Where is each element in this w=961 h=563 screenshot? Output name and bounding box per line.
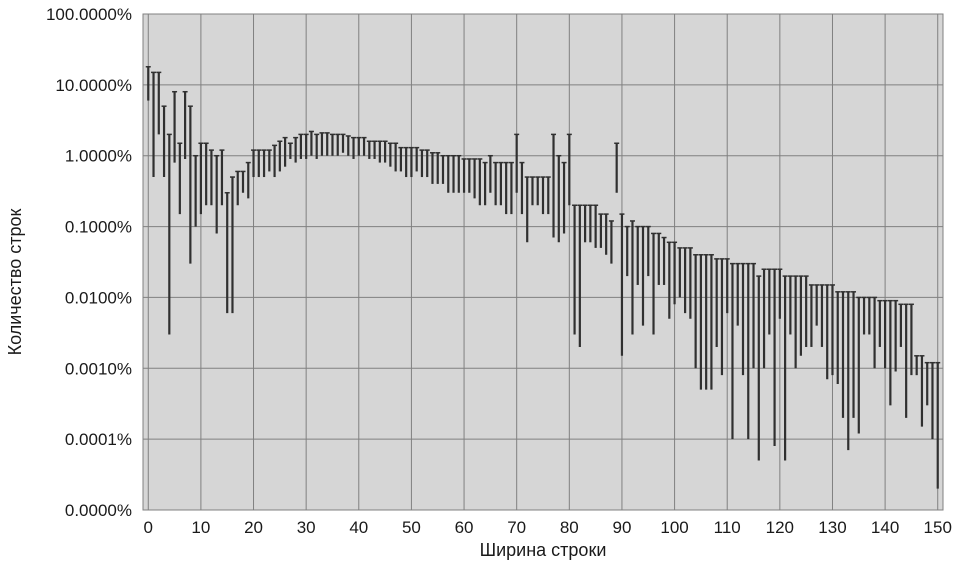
x-tick-label: 140 xyxy=(871,518,899,537)
x-tick-label: 100 xyxy=(660,518,688,537)
x-tick-label: 80 xyxy=(560,518,579,537)
plot-area xyxy=(142,13,944,511)
x-tick-label: 130 xyxy=(818,518,846,537)
x-tick-label: 110 xyxy=(714,518,741,537)
y-tick-label: 0.0000% xyxy=(65,501,132,520)
x-tick-label: 20 xyxy=(244,518,263,537)
y-tick-label: 0.0001% xyxy=(65,430,132,449)
y-tick-label: 10.0000% xyxy=(55,76,132,95)
x-tick-label: 90 xyxy=(612,518,631,537)
x-tick-label: 70 xyxy=(507,518,526,537)
y-axis-title: Количество строк xyxy=(5,208,25,355)
x-tick-label: 120 xyxy=(766,518,794,537)
y-tick-label: 1.0000% xyxy=(65,147,132,166)
x-tick-label: 50 xyxy=(402,518,421,537)
x-axis-ticks: 0 10 20 30 40 50 60 70 80 90 100 110 120 130 140 150 xyxy=(144,518,952,537)
x-axis-title: Ширина строки xyxy=(480,540,607,560)
x-tick-label: 60 xyxy=(455,518,474,537)
x-tick-label: 40 xyxy=(349,518,368,537)
x-tick-label: 150 xyxy=(924,518,952,537)
y-axis-ticks: 100.0000% 10.0000% 1.0000% 0.1000% 0.0100% 0.… xyxy=(46,5,132,520)
data-marks xyxy=(145,66,941,489)
x-tick-label: 0 xyxy=(144,518,153,537)
x-tick-label: 10 xyxy=(191,518,210,537)
y-tick-label: 0.1000% xyxy=(65,218,132,237)
y-tick-label: 0.0010% xyxy=(65,359,132,378)
x-gridlines xyxy=(147,14,939,510)
x-tick-label: 30 xyxy=(297,518,316,537)
y-tick-label: 0.0100% xyxy=(65,288,132,307)
y-gridlines xyxy=(143,13,943,511)
y-tick-label: 100.0000% xyxy=(46,5,132,24)
